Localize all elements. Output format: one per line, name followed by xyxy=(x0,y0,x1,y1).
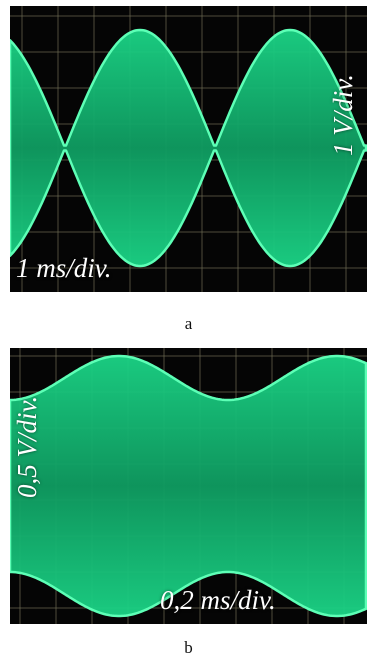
am-envelope-trace xyxy=(10,28,367,268)
oscilloscope-screen-b xyxy=(10,348,367,624)
oscilloscope-panel-b: 0,5 V/div. 0,2 ms/div. xyxy=(10,348,367,624)
panel-caption-a: a xyxy=(184,314,193,333)
time-scale-label: 0,2 ms/div. xyxy=(160,585,276,615)
am-envelope-trace xyxy=(10,354,367,618)
panel-caption-b: b xyxy=(184,638,193,657)
oscilloscope-screen-a xyxy=(10,6,367,292)
oscilloscope-panel-a: 1 ms/div. 1 V/div. xyxy=(10,6,367,292)
time-scale-label: 1 ms/div. xyxy=(16,253,112,283)
voltage-scale-label: 0,5 V/div. xyxy=(12,395,42,498)
voltage-scale-label: 1 V/div. xyxy=(328,74,358,156)
